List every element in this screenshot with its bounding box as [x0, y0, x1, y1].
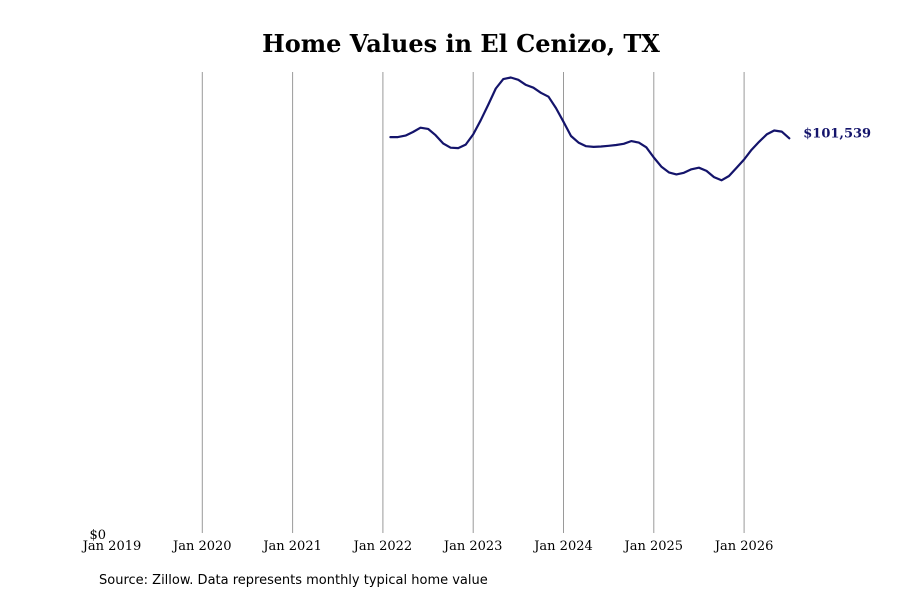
x-tick-label: Jan 2025 — [623, 539, 684, 554]
x-tick-label: Jan 2020 — [171, 539, 232, 554]
y-tick-label: $0 — [89, 528, 106, 543]
end-value-label: $101,539 — [803, 126, 871, 141]
series-group: $101,539 — [389, 76, 871, 182]
x-tick-label: Jan 2023 — [442, 539, 503, 554]
series-line — [389, 76, 791, 182]
chart-title: Home Values in El Cenizo, TX — [262, 29, 660, 58]
y-axis-ticks: $0 — [89, 528, 106, 543]
x-axis-ticks: Jan 2019 Jan 2020 Jan 2021 Jan 2022 Jan 2023… — [81, 539, 774, 554]
source-note: Source: Zillow. Data represents monthly … — [99, 573, 488, 588]
x-tick-label: Jan 2021 — [261, 539, 322, 554]
x-gridlines — [201, 72, 745, 533]
x-tick-label: Jan 2026 — [713, 539, 774, 554]
x-tick-label: Jan 2024 — [532, 539, 593, 554]
x-tick-label: Jan 2019 — [81, 539, 142, 554]
x-tick-label: Jan 2022 — [352, 539, 413, 554]
